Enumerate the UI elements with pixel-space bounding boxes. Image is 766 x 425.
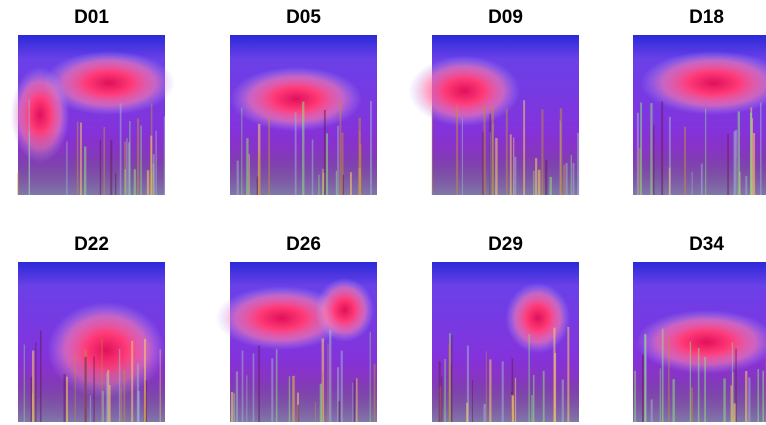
panel: D01 bbox=[11, 7, 176, 195]
heatmap-hotspot bbox=[315, 278, 374, 342]
heatmap-floor bbox=[18, 131, 165, 195]
panel: D34 bbox=[633, 234, 766, 422]
heatmap-floor bbox=[432, 358, 579, 422]
panel: D26 bbox=[215, 234, 377, 422]
panel: D05 bbox=[230, 7, 377, 195]
panel: D18 bbox=[633, 7, 766, 195]
panel-title: D01 bbox=[74, 7, 109, 28]
panel-title: D29 bbox=[488, 234, 523, 255]
panel-title: D05 bbox=[286, 7, 321, 28]
panel: D29 bbox=[432, 234, 579, 422]
panel-title: D34 bbox=[689, 234, 724, 255]
panel: D09 bbox=[408, 7, 579, 195]
panel: D22 bbox=[18, 234, 165, 422]
panel-grid: D01 D05 D09 D18 D22 D26 D29 D34 bbox=[11, 7, 766, 422]
figure: D01 D05 D09 D18 D22 D26 D29 D34 bbox=[0, 0, 766, 425]
heatmap-floor bbox=[432, 131, 579, 195]
panel-title: D26 bbox=[286, 234, 321, 255]
panel-title: D09 bbox=[488, 7, 523, 28]
heatmap-hotspot bbox=[408, 56, 520, 126]
panel-title: D22 bbox=[74, 234, 109, 255]
panel-title: D18 bbox=[689, 7, 724, 28]
heatmap-hotspot bbox=[506, 283, 571, 353]
